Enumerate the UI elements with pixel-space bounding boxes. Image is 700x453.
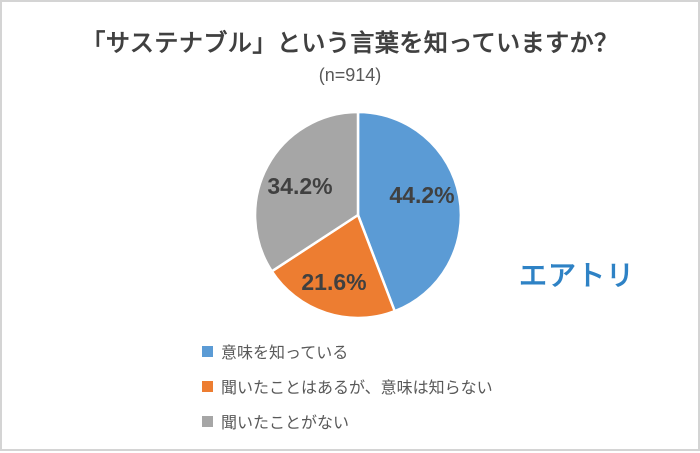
pie-label-never-heard: 34.2% xyxy=(267,173,332,199)
legend-label-heard-but-unknown: 聞いたことはあるが、意味は知らない xyxy=(221,380,493,397)
pie-slice-know-meaning xyxy=(356,110,463,313)
pie-slice-heard-but-unknown xyxy=(270,213,396,320)
legend-swatch-orange-icon xyxy=(202,380,213,392)
chart-title: 「サステナブル」という言葉を知っていますか？ xyxy=(81,30,619,57)
legend-item-never-heard: 聞いたことがない xyxy=(202,411,493,432)
legend-item-heard-but-unknown: 聞いたことはあるが、意味は知らない xyxy=(202,376,493,397)
pie-label-heard-but-unknown: 21.6% xyxy=(301,269,366,295)
legend-label-never-heard: 聞いたことがない xyxy=(221,415,350,432)
legend-swatch-gray-icon xyxy=(202,415,213,427)
airtrip-logo: エアトリ xyxy=(519,260,636,291)
pie-slice-never-heard xyxy=(253,110,360,273)
legend-swatch-blue-icon xyxy=(202,345,213,357)
sample-size-label: (n=914) xyxy=(318,65,382,85)
pie-label-know-meaning: 44.2% xyxy=(389,182,454,208)
chart-legend: 意味を知っている 聞いたことはあるが、意味は知らない 聞いたことがない xyxy=(202,341,493,446)
legend-label-know-meaning: 意味を知っている xyxy=(221,345,349,362)
legend-item-know-meaning: 意味を知っている xyxy=(202,341,493,362)
